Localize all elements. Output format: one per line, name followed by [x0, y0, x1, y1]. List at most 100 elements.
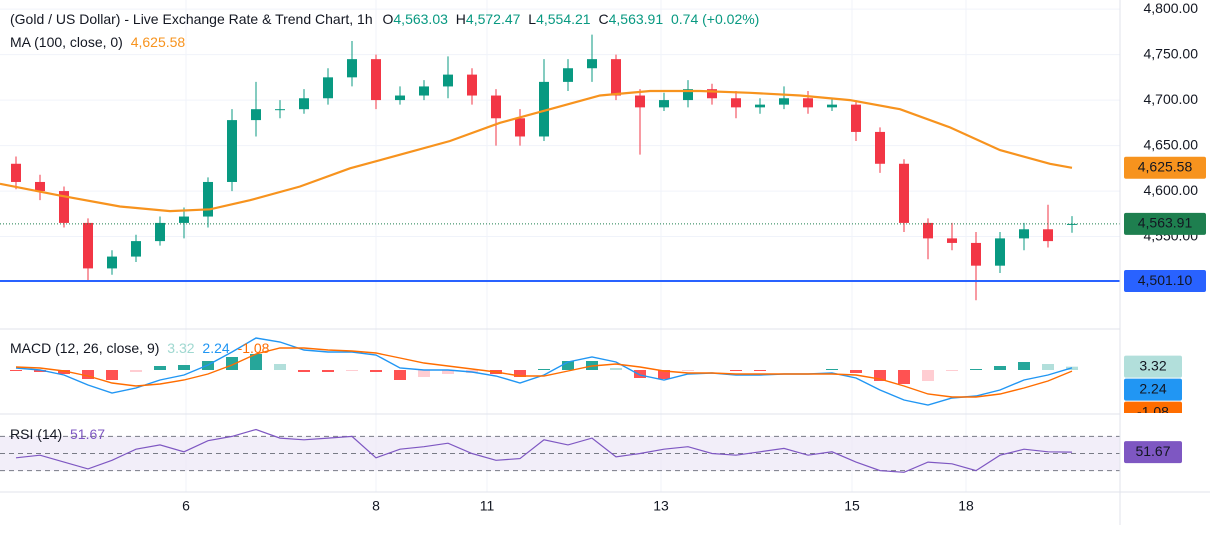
- candle-body: [11, 163, 21, 182]
- histogram-bar: [562, 361, 574, 370]
- histogram-bar: [682, 370, 694, 371]
- ma-value: 4,625.58: [131, 34, 186, 50]
- candle-body: [995, 238, 1005, 266]
- ohlc-key: C: [598, 11, 608, 27]
- last-price-label: 4,563.91: [1138, 215, 1193, 231]
- candle-body: [323, 77, 333, 99]
- histogram-bar: [922, 370, 934, 381]
- support-label-box: [1124, 270, 1206, 293]
- histogram-bar: [442, 370, 454, 374]
- ohlc-value: 4,563.91: [609, 11, 664, 27]
- y-tick-label: 4,800.00: [1144, 0, 1199, 16]
- plot-layer: 4,550.004,600.004,650.004,700.004,750.00…: [0, 0, 1206, 514]
- histogram-bar: [874, 370, 886, 381]
- ma-name: MA (100, close, 0): [10, 34, 123, 50]
- histogram-bar: [610, 368, 622, 370]
- histogram-bar: [370, 370, 382, 372]
- candle-body: [155, 222, 165, 242]
- histogram-bar: [274, 364, 286, 370]
- histogram-bar: [994, 366, 1006, 370]
- candle-body: [107, 256, 117, 269]
- candle-body: [83, 222, 93, 269]
- header-legend: (Gold / US Dollar) - Live Exchange Rate …: [10, 11, 759, 27]
- macd-legend: MACD (12, 26, close, 9) 3.32 2.24 -1.08: [10, 340, 270, 356]
- x-tick-label: 15: [844, 498, 860, 514]
- candle-body: [851, 104, 861, 132]
- candle-body: [347, 59, 357, 78]
- histogram-bar: [946, 370, 958, 371]
- candle-body: [443, 74, 453, 87]
- candle-body: [803, 98, 813, 108]
- candle-body: [875, 131, 885, 164]
- histogram-bar: [250, 354, 262, 370]
- histogram-bar: [154, 366, 166, 370]
- ohlc-key: O: [383, 11, 394, 27]
- histogram-bar: [754, 370, 766, 371]
- histogram-bar: [82, 370, 94, 379]
- histogram-bar: [130, 370, 142, 372]
- candle-body: [251, 109, 261, 121]
- signal-tag-box: [1124, 401, 1182, 413]
- candle-body: [227, 120, 237, 182]
- ohlc-value: 4,554.21: [536, 11, 591, 27]
- rsi-tag: 51.67: [1135, 443, 1170, 459]
- candle-body: [563, 68, 573, 82]
- ohlc-value: 4,563.03: [393, 11, 448, 27]
- macd-line: [15, 337, 1073, 406]
- candle-body: [587, 59, 597, 69]
- candle-body: [515, 118, 525, 137]
- candle-body: [1043, 229, 1053, 242]
- candle-body: [683, 89, 693, 101]
- candle-body: [827, 104, 837, 108]
- histogram-bar: [970, 369, 982, 370]
- rsi-line: [15, 428, 1073, 473]
- histogram-bar: [298, 370, 310, 372]
- candle-body: [779, 98, 789, 105]
- candle-body: [755, 104, 765, 108]
- candle-body: [203, 181, 213, 217]
- candle-body: [1019, 229, 1029, 239]
- macd-tag-box: [1124, 378, 1182, 401]
- last-price-label-box: [1124, 212, 1206, 235]
- y-tick-label: 4,600.00: [1144, 182, 1199, 198]
- candle-body: [611, 59, 621, 96]
- histogram-bar: [394, 370, 406, 380]
- x-tick-label: 13: [653, 498, 669, 514]
- candle-body: [371, 59, 381, 101]
- candle-body: [899, 163, 909, 223]
- histogram-bar: [106, 370, 118, 380]
- histogram-bar: [418, 370, 430, 377]
- histogram-bar: [634, 370, 646, 378]
- y-tick-label: 4,750.00: [1144, 45, 1199, 61]
- signal-value: -1.08: [238, 340, 270, 356]
- histogram-tag-box: [1124, 355, 1182, 378]
- candle-body: [635, 95, 645, 108]
- ma-legend: MA (100, close, 0) 4,625.58: [10, 34, 185, 50]
- macd-tags: 3.32 2.24 -1.08: [1124, 355, 1182, 419]
- ma-price-label-box: [1124, 156, 1206, 179]
- histogram-bar: [538, 369, 550, 370]
- chart-title: (Gold / US Dollar) - Live Exchange Rate …: [10, 11, 373, 27]
- y-tick-label: 4,700.00: [1144, 91, 1199, 107]
- rsi-title: RSI (14): [10, 426, 62, 442]
- macd-title: MACD (12, 26, close, 9): [10, 340, 159, 356]
- candle-body: [179, 216, 189, 223]
- histogram-bar: [1018, 362, 1030, 370]
- x-tick-label: 18: [958, 498, 974, 514]
- macd-value: 2.24: [202, 340, 229, 356]
- histogram-bar: [514, 370, 526, 377]
- ohlc-key: H: [456, 11, 466, 27]
- ohlc-value: 4,572.47: [466, 11, 521, 27]
- candle-body: [419, 86, 429, 96]
- candle-body: [59, 191, 69, 223]
- histogram-bar: [178, 365, 190, 370]
- candle-body: [947, 238, 957, 243]
- candle-body: [131, 241, 141, 257]
- rsi-tag-box: [1124, 441, 1182, 464]
- histogram-bar: [346, 370, 358, 371]
- histogram-bar: [1042, 364, 1054, 370]
- candle-body: [35, 181, 45, 192]
- signal-tag: -1.08: [1137, 403, 1169, 419]
- histogram-value: 3.32: [167, 340, 194, 356]
